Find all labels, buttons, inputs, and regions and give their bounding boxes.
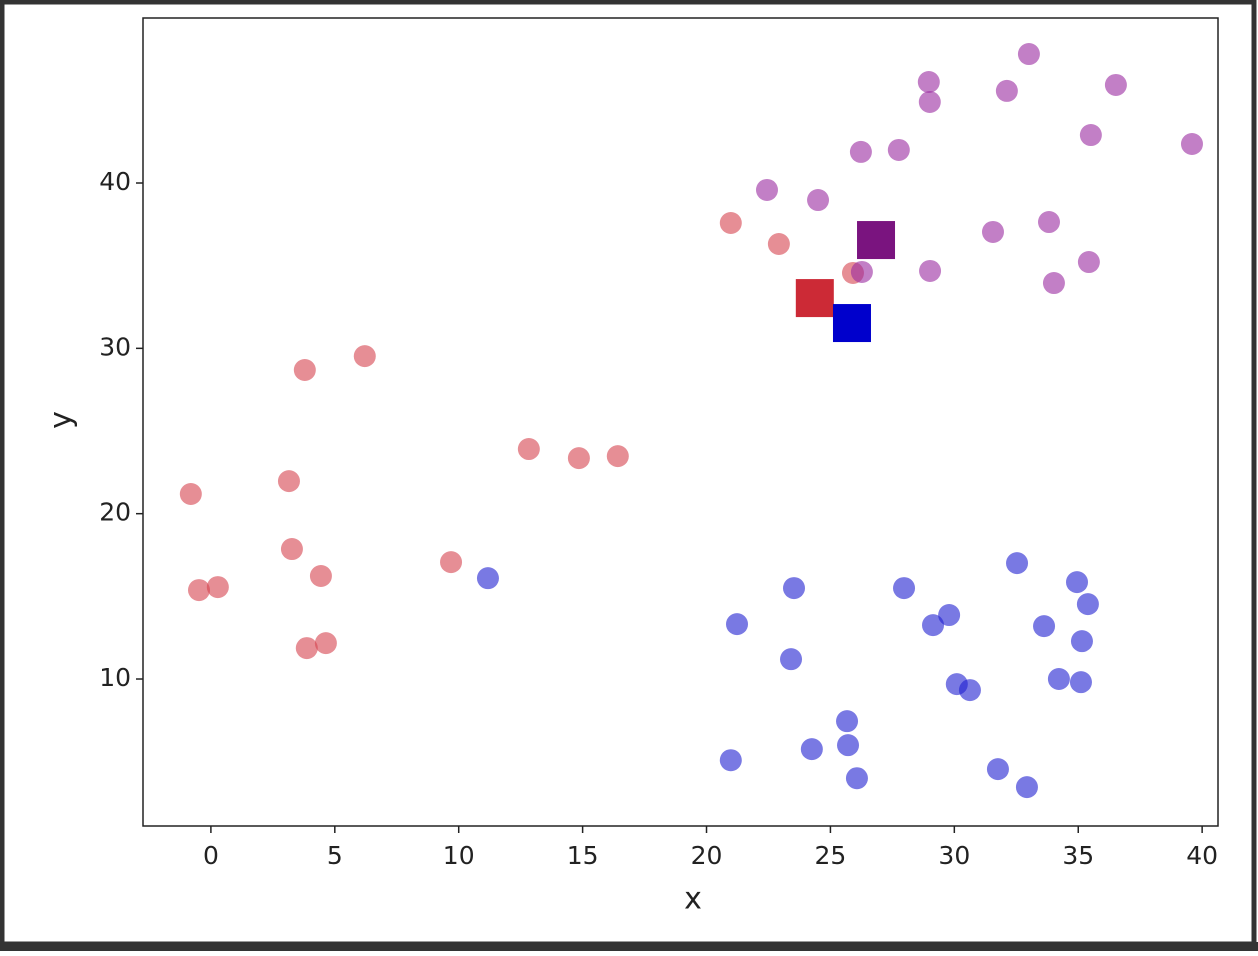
scatter-point [780,648,803,671]
x-tick-label: 40 [1186,841,1218,870]
x-tick-label: 5 [327,841,343,870]
scatter-point [1047,668,1070,691]
scatter-point [919,259,942,282]
scatter-point [1104,73,1127,96]
scatter-point [1017,43,1040,66]
scatter-point [958,679,981,702]
scatter-point [1079,124,1102,147]
scatter-point [353,345,376,368]
scatter-point [206,576,229,599]
x-tick-label: 15 [567,841,599,870]
scatter-point [986,758,1009,781]
centroid-marker [795,279,834,318]
scatter-point [1033,615,1056,638]
scatter-point [1037,211,1060,234]
x-tick-label: 35 [1062,841,1094,870]
x-tick-label: 0 [203,841,219,870]
scatter-point [836,710,859,733]
scatter-point [1042,272,1065,295]
scatter-point [440,551,463,574]
scatter-point [1180,132,1203,155]
y-tick-label: 40 [99,167,131,196]
x-tick-label: 25 [815,841,847,870]
scatter-point [807,189,830,212]
scatter-point [995,79,1018,102]
scatter-point [517,438,540,461]
scatter-point [280,538,303,561]
frame-bottom [0,942,1258,951]
scatter-point [1077,251,1100,274]
scatter-point [277,470,300,493]
plot-area [142,17,1219,827]
scatter-point [918,90,941,113]
scatter-point [938,604,961,627]
y-tick-label: 10 [99,663,131,692]
x-tick-label: 30 [938,841,970,870]
y-tick-label: 30 [99,332,131,361]
scatter-point [1006,552,1029,575]
x-tick-label: 10 [443,841,475,870]
scatter-point [476,567,499,590]
scatter-point [567,447,590,470]
scatter-point [917,70,940,93]
scatter-point [850,260,873,283]
scatter-point [893,577,916,600]
scatter-point [767,233,790,256]
scatter-point [1076,593,1099,616]
scatter-point [726,613,749,636]
scatter-point [755,178,778,201]
x-tick-label: 20 [691,841,723,870]
scatter-point [1070,630,1093,653]
scatter-point [295,637,318,660]
scatter-point [309,565,332,588]
scatter-point [719,212,742,235]
x-axis-label: x [684,882,702,917]
scatter-point [845,767,868,790]
scatter-point [1015,776,1038,799]
scatter-point [1069,671,1092,694]
scatter-point [719,749,742,772]
scatter-point [922,614,945,637]
scatter-point [849,140,872,163]
centroid-marker [857,221,896,260]
scatter-point [188,579,211,602]
y-tick-label: 20 [99,498,131,527]
centroid-marker [832,304,871,343]
y-axis-label: y [44,411,79,429]
scatter-point [887,138,910,161]
scatter-point [837,734,860,757]
scatter-point [800,738,823,761]
scatter-point [606,445,629,468]
scatter-point [314,632,337,655]
scatter-point [782,577,805,600]
scatter-point [293,359,316,382]
scatter-point [1065,571,1088,594]
scatter-point [981,220,1004,243]
scatter-point [179,483,202,506]
